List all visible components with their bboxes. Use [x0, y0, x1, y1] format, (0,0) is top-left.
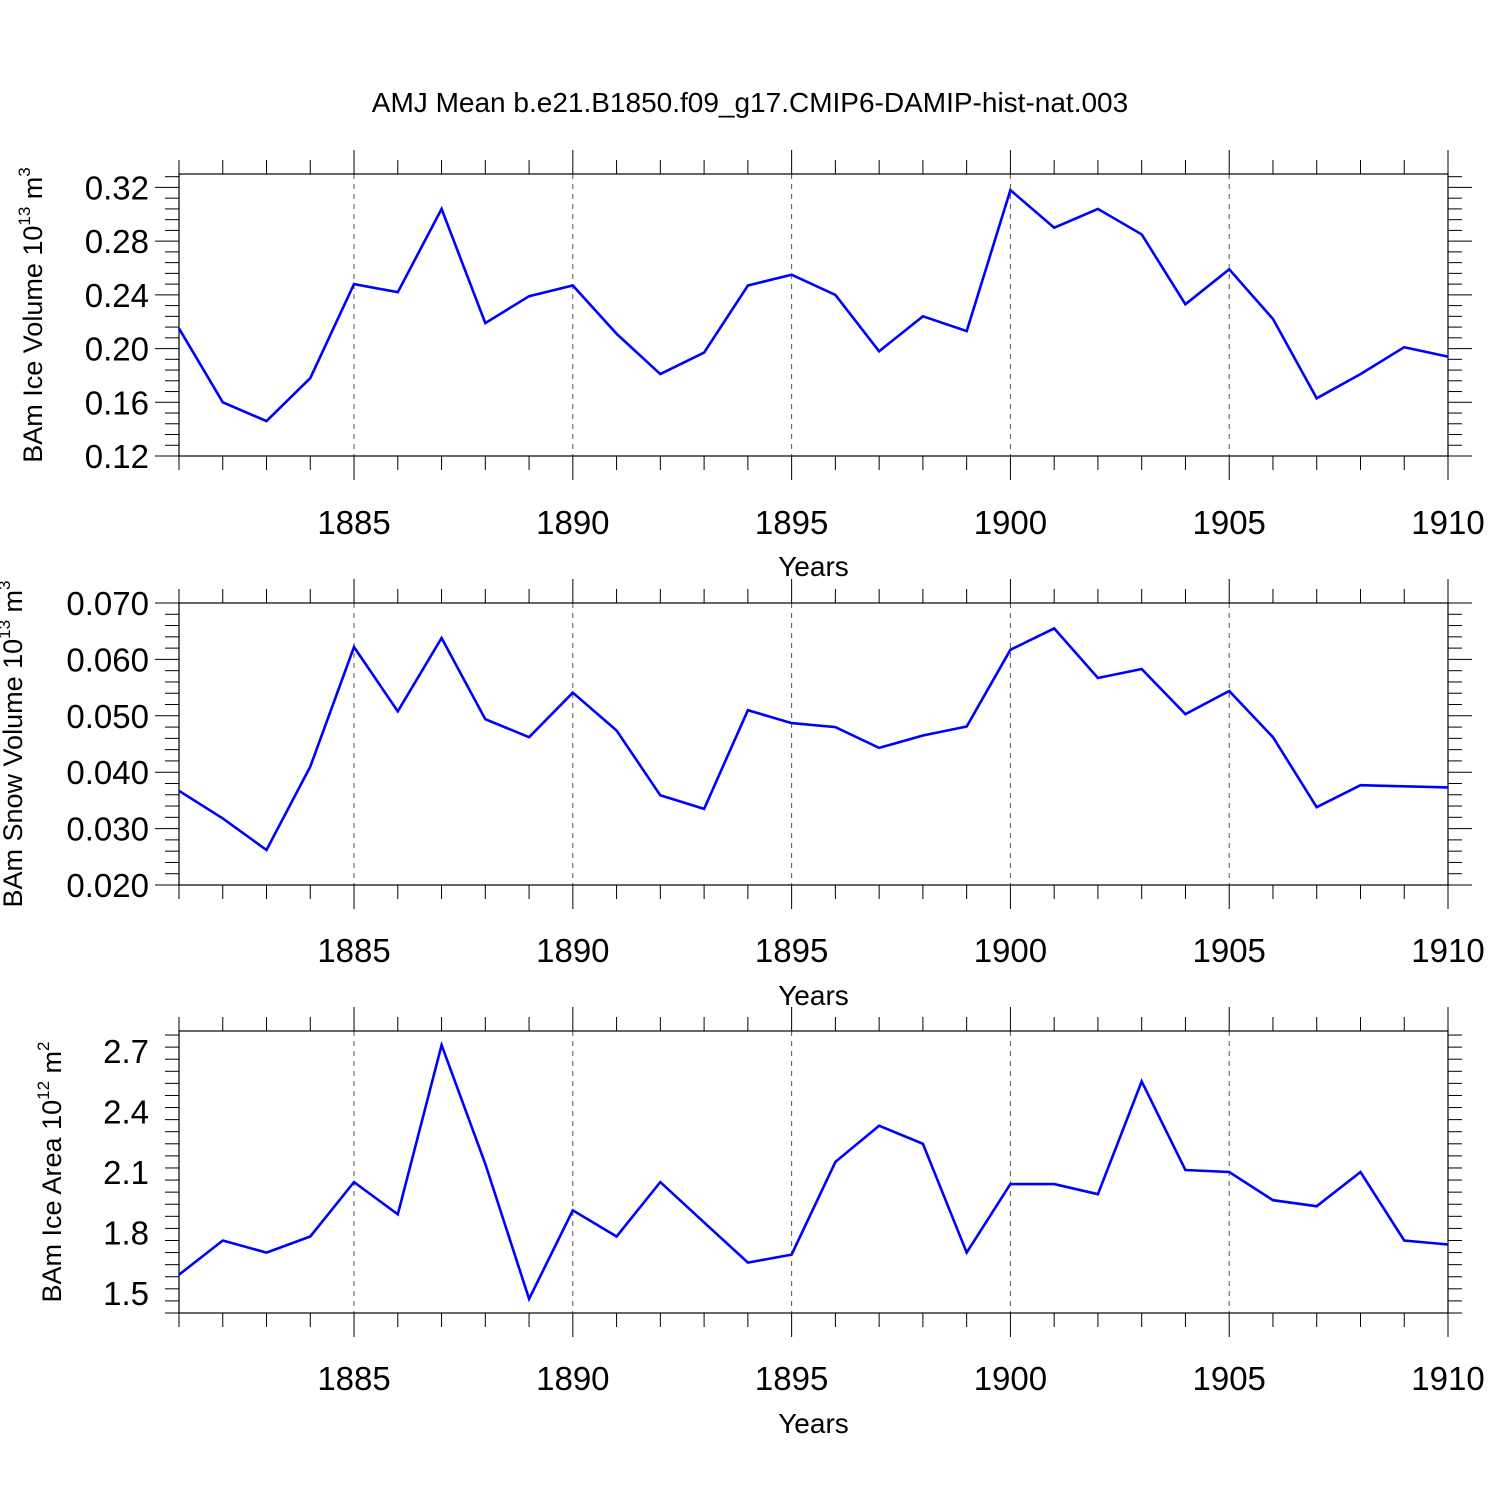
y-axis-label-exp: 13: [15, 207, 34, 226]
plot-frame: [178, 173, 1449, 457]
y-tick-label: 1.8: [103, 1214, 149, 1251]
panel-1: 0.12 0.16 0.20 0.24 0.28 0.32 1885 1890 1895 1900…: [15, 150, 1485, 582]
x-tick-label: 1885: [317, 932, 390, 969]
x-tick-label: 1895: [755, 1360, 828, 1397]
x-tick-label: 1910: [1411, 504, 1484, 541]
y-tick-label: 0.16: [85, 384, 149, 421]
x-tick-label: 1910: [1411, 932, 1484, 969]
y-axis-label: BAm Ice Volume 1013 m3: [15, 167, 48, 463]
x-tick-label: 1905: [1192, 932, 1265, 969]
y-tick-label: 2.1: [103, 1154, 149, 1191]
x-tick-label: 1900: [974, 932, 1047, 969]
y-tick-label: 0.24: [85, 277, 149, 314]
y-tick-label: 0.32: [85, 169, 149, 206]
x-tick-label: 1905: [1192, 1360, 1265, 1397]
y-axis-label-text: BAm Ice Volume 10: [18, 226, 48, 463]
y-axis-label-text: BAm Snow Volume 10: [0, 639, 28, 908]
x-axis-label: Years: [778, 1408, 849, 1439]
series-line: [178, 1040, 1449, 1303]
y-axis-label-unit-exp: 3: [15, 167, 34, 176]
x-tick-label: 1885: [317, 1360, 390, 1397]
y-tick-label: 2.4: [103, 1094, 149, 1131]
y-tick-label: 0.20: [85, 331, 149, 368]
x-tick-label: 1885: [317, 504, 390, 541]
y-tick-label: 2.7: [103, 1033, 149, 1070]
x-tick-label: 1890: [536, 1360, 609, 1397]
panel-2: 0.020 0.030 0.040 0.050 0.060 0.070 1885 1890 18…: [0, 579, 1485, 1011]
y-tick-label: 0.12: [85, 438, 149, 475]
x-tick-label: 1900: [974, 504, 1047, 541]
x-tick-label: 1890: [536, 504, 609, 541]
y-axis-label-unit: m: [18, 177, 48, 207]
x-axis-label: Years: [778, 551, 849, 582]
y-axis-label-text: BAm Ice Area 10: [37, 1100, 67, 1303]
plot-frame: [178, 1030, 1449, 1314]
y-tick-label: 0.28: [85, 223, 149, 260]
y-tick-label: 0.020: [66, 867, 149, 904]
x-tick-label: 1895: [755, 932, 828, 969]
y-tick-label: 1.5: [103, 1275, 149, 1312]
y-axis-label: BAm Snow Volume 1013 m3: [0, 580, 28, 907]
x-tick-label: 1910: [1411, 1360, 1484, 1397]
y-tick-label: 0.030: [66, 811, 149, 848]
y-axis-label-unit: m: [37, 1051, 67, 1081]
chart-title: AMJ Mean b.e21.B1850.f09_g17.CMIP6-DAMIP…: [372, 87, 1128, 118]
x-axis-label: Years: [778, 980, 849, 1011]
x-tick-label: 1900: [974, 1360, 1047, 1397]
y-tick-label: 0.050: [66, 698, 149, 735]
series-line: [177, 187, 1449, 423]
y-axis-label-unit-exp: 2: [34, 1042, 53, 1051]
y-tick-label: 0.040: [66, 754, 149, 791]
y-axis-label-unit: m: [0, 590, 28, 620]
y-tick-label: 0.060: [66, 641, 149, 678]
panel-3: 1.5 1.8 2.1 2.4 2.7 1885 1890 1895 1900 1905 1910 Y…: [34, 1007, 1485, 1439]
y-axis-label-exp: 13: [0, 620, 14, 639]
y-axis-label-unit-exp: 3: [0, 580, 14, 589]
x-tick-label: 1895: [755, 504, 828, 541]
plot-frame: [178, 602, 1449, 886]
series-line: [178, 626, 1449, 852]
x-tick-label: 1905: [1192, 504, 1265, 541]
y-axis-label-exp: 12: [34, 1081, 53, 1100]
x-tick-label: 1890: [536, 932, 609, 969]
y-axis-label: BAm Ice Area 1012 m2: [34, 1042, 67, 1303]
y-tick-label: 0.070: [66, 585, 149, 622]
